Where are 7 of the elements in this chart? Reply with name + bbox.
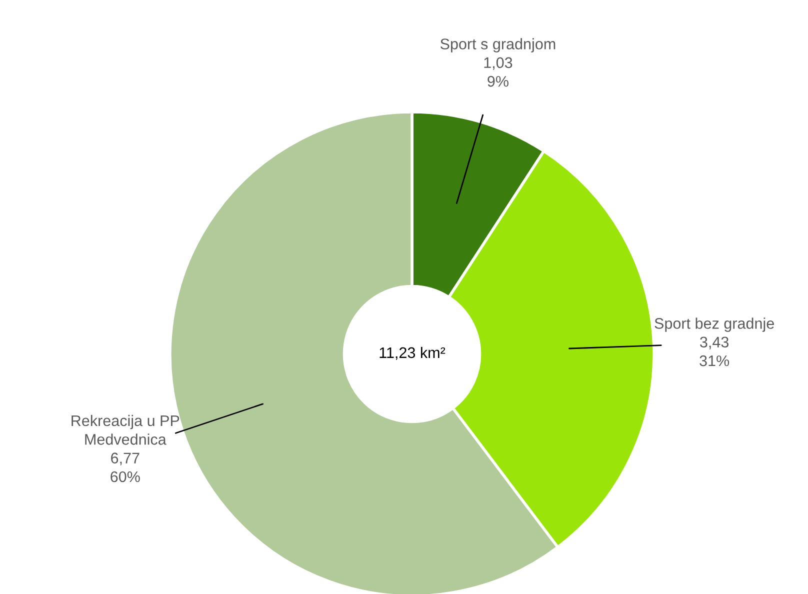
slice-label: Sport s gradnjom [440, 38, 556, 52]
data-label: 6,77 60% [110, 452, 140, 482]
data-label: 3,43 31% [700, 336, 730, 366]
text: 11,23 km² [380, 346, 446, 360]
slice-label: Rekreacija u PP Medvednica [72, 414, 180, 445]
slice-label: Sport bez gradnje [654, 318, 774, 332]
data-label: 1,03 9% [484, 57, 512, 87]
